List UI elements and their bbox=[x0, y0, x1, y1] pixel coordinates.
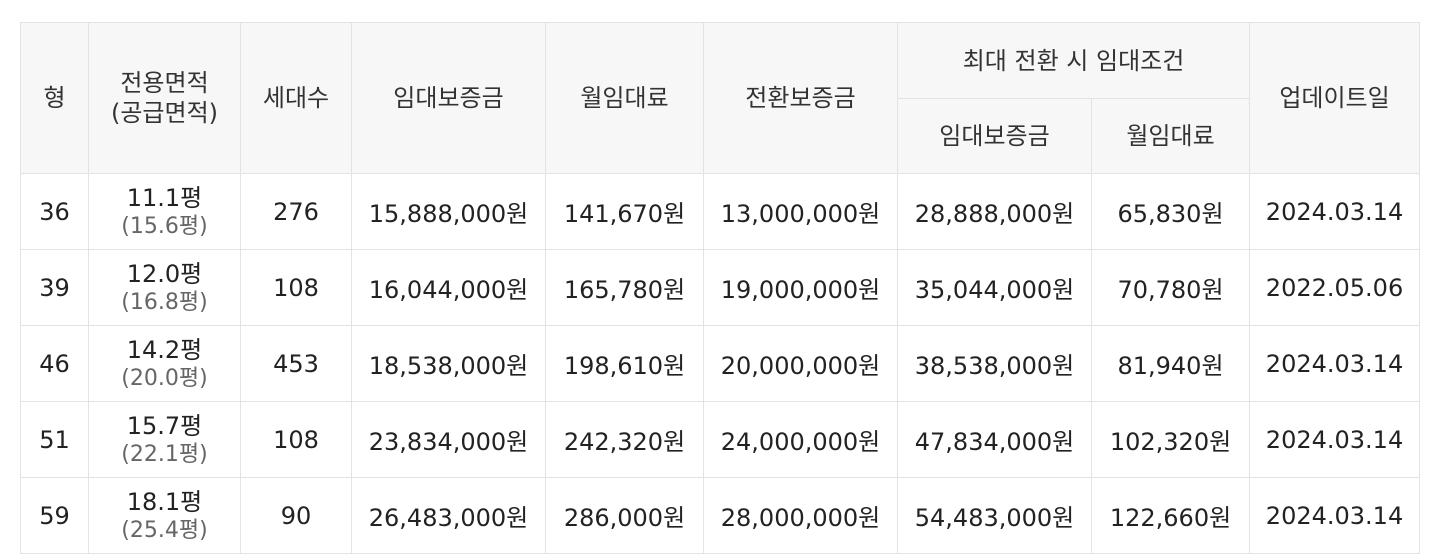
header-area: 전용면적 (공급면적) bbox=[88, 22, 241, 174]
cell-area-supply: (25.4평) bbox=[121, 517, 208, 543]
cell-conversion-deposit: 13,000,000원 bbox=[703, 173, 898, 250]
cell-deposit: 15,888,000원 bbox=[351, 173, 546, 250]
rental-terms-table: 형 전용면적 (공급면적) 세대수 임대보증금 월임대료 전환보증금 최대 전환… bbox=[20, 22, 1421, 554]
cell-area: 11.1평 (15.6평) bbox=[88, 173, 241, 250]
header-updated: 업데이트일 bbox=[1249, 22, 1421, 174]
cell-area: 15.7평 (22.1평) bbox=[88, 401, 241, 478]
cell-max-deposit: 54,483,000원 bbox=[897, 477, 1092, 554]
cell-area-exclusive: 12.0평 bbox=[126, 259, 203, 288]
header-deposit: 임대보증금 bbox=[351, 22, 546, 174]
table-body: 36 11.1평 (15.6평) 276 15,888,000원 141,670… bbox=[20, 173, 1421, 554]
cell-max-monthly-rent: 102,320원 bbox=[1090, 401, 1251, 478]
cell-area-supply: (15.6평) bbox=[121, 213, 208, 239]
cell-type: 51 bbox=[20, 401, 89, 478]
table-row: 36 11.1평 (15.6평) 276 15,888,000원 141,670… bbox=[20, 173, 1421, 250]
header-max-conversion-group: 최대 전환 시 임대조건 bbox=[896, 22, 1251, 99]
cell-area-exclusive: 11.1평 bbox=[126, 183, 203, 212]
cell-monthly-rent: 165,780원 bbox=[545, 249, 704, 326]
rental-terms-table-container: 형 전용면적 (공급면적) 세대수 임대보증금 월임대료 전환보증금 최대 전환… bbox=[20, 22, 1421, 554]
header-area-line2: (공급면적) bbox=[110, 99, 219, 127]
cell-max-monthly-rent: 65,830원 bbox=[1090, 173, 1251, 250]
cell-conversion-deposit: 28,000,000원 bbox=[703, 477, 898, 554]
cell-max-monthly-rent: 70,780원 bbox=[1090, 249, 1251, 326]
header-max-deposit: 임대보증금 bbox=[897, 98, 1092, 174]
cell-area: 14.2평 (20.0평) bbox=[88, 325, 241, 402]
cell-area: 12.0평 (16.8평) bbox=[88, 249, 241, 326]
cell-max-monthly-rent: 122,660원 bbox=[1090, 477, 1251, 554]
header-conversion-deposit: 전환보증금 bbox=[703, 22, 898, 174]
cell-type: 36 bbox=[20, 173, 89, 250]
header-households: 세대수 bbox=[240, 22, 352, 174]
cell-households: 276 bbox=[240, 173, 352, 250]
cell-type: 39 bbox=[20, 249, 89, 326]
cell-area-exclusive: 15.7평 bbox=[126, 411, 203, 440]
cell-max-deposit: 28,888,000원 bbox=[897, 173, 1092, 250]
cell-type: 59 bbox=[20, 477, 89, 554]
cell-area-supply: (20.0평) bbox=[121, 365, 208, 391]
cell-updated: 2024.03.14 bbox=[1249, 173, 1421, 250]
cell-conversion-deposit: 19,000,000원 bbox=[703, 249, 898, 326]
cell-area-exclusive: 14.2평 bbox=[126, 335, 203, 364]
cell-max-monthly-rent: 81,940원 bbox=[1090, 325, 1251, 402]
cell-max-deposit: 47,834,000원 bbox=[897, 401, 1092, 478]
cell-deposit: 16,044,000원 bbox=[351, 249, 546, 326]
cell-area: 18.1평 (25.4평) bbox=[88, 477, 241, 554]
cell-households: 453 bbox=[240, 325, 352, 402]
table-row: 39 12.0평 (16.8평) 108 16,044,000원 165,780… bbox=[20, 249, 1421, 326]
cell-households: 108 bbox=[240, 249, 352, 326]
header-type: 형 bbox=[20, 22, 89, 174]
cell-updated: 2024.03.14 bbox=[1249, 477, 1421, 554]
cell-updated: 2024.03.14 bbox=[1249, 325, 1421, 402]
header-row-1: 형 전용면적 (공급면적) 세대수 임대보증금 월임대료 전환보증금 최대 전환… bbox=[20, 22, 1421, 174]
header-max-monthly-rent: 월임대료 bbox=[1090, 98, 1251, 174]
cell-conversion-deposit: 24,000,000원 bbox=[703, 401, 898, 478]
cell-monthly-rent: 286,000원 bbox=[545, 477, 704, 554]
cell-type: 46 bbox=[20, 325, 89, 402]
table-row: 51 15.7평 (22.1평) 108 23,834,000원 242,320… bbox=[20, 401, 1421, 478]
cell-area-exclusive: 18.1평 bbox=[126, 487, 203, 516]
table-row: 59 18.1평 (25.4평) 90 26,483,000원 286,000원… bbox=[20, 477, 1421, 554]
cell-area-supply: (22.1평) bbox=[121, 441, 208, 467]
cell-households: 108 bbox=[240, 401, 352, 478]
cell-monthly-rent: 141,670원 bbox=[545, 173, 704, 250]
header-row-2: 임대보증금 월임대료 bbox=[21, 98, 1420, 174]
header-monthly-rent: 월임대료 bbox=[545, 22, 704, 174]
cell-updated: 2024.03.14 bbox=[1249, 401, 1421, 478]
cell-monthly-rent: 242,320원 bbox=[545, 401, 704, 478]
cell-updated: 2022.05.06 bbox=[1249, 249, 1421, 326]
header-area-line1: 전용면적 bbox=[120, 69, 209, 97]
cell-max-deposit: 35,044,000원 bbox=[897, 249, 1092, 326]
cell-households: 90 bbox=[240, 477, 352, 554]
cell-max-deposit: 38,538,000원 bbox=[897, 325, 1092, 402]
cell-area-supply: (16.8평) bbox=[121, 289, 208, 315]
table-row: 46 14.2평 (20.0평) 453 18,538,000원 198,610… bbox=[20, 325, 1421, 402]
cell-deposit: 23,834,000원 bbox=[351, 401, 546, 478]
cell-deposit: 18,538,000원 bbox=[351, 325, 546, 402]
cell-deposit: 26,483,000원 bbox=[351, 477, 546, 554]
table-header: 형 전용면적 (공급면적) 세대수 임대보증금 월임대료 전환보증금 최대 전환… bbox=[20, 22, 1421, 174]
cell-monthly-rent: 198,610원 bbox=[545, 325, 704, 402]
cell-conversion-deposit: 20,000,000원 bbox=[703, 325, 898, 402]
